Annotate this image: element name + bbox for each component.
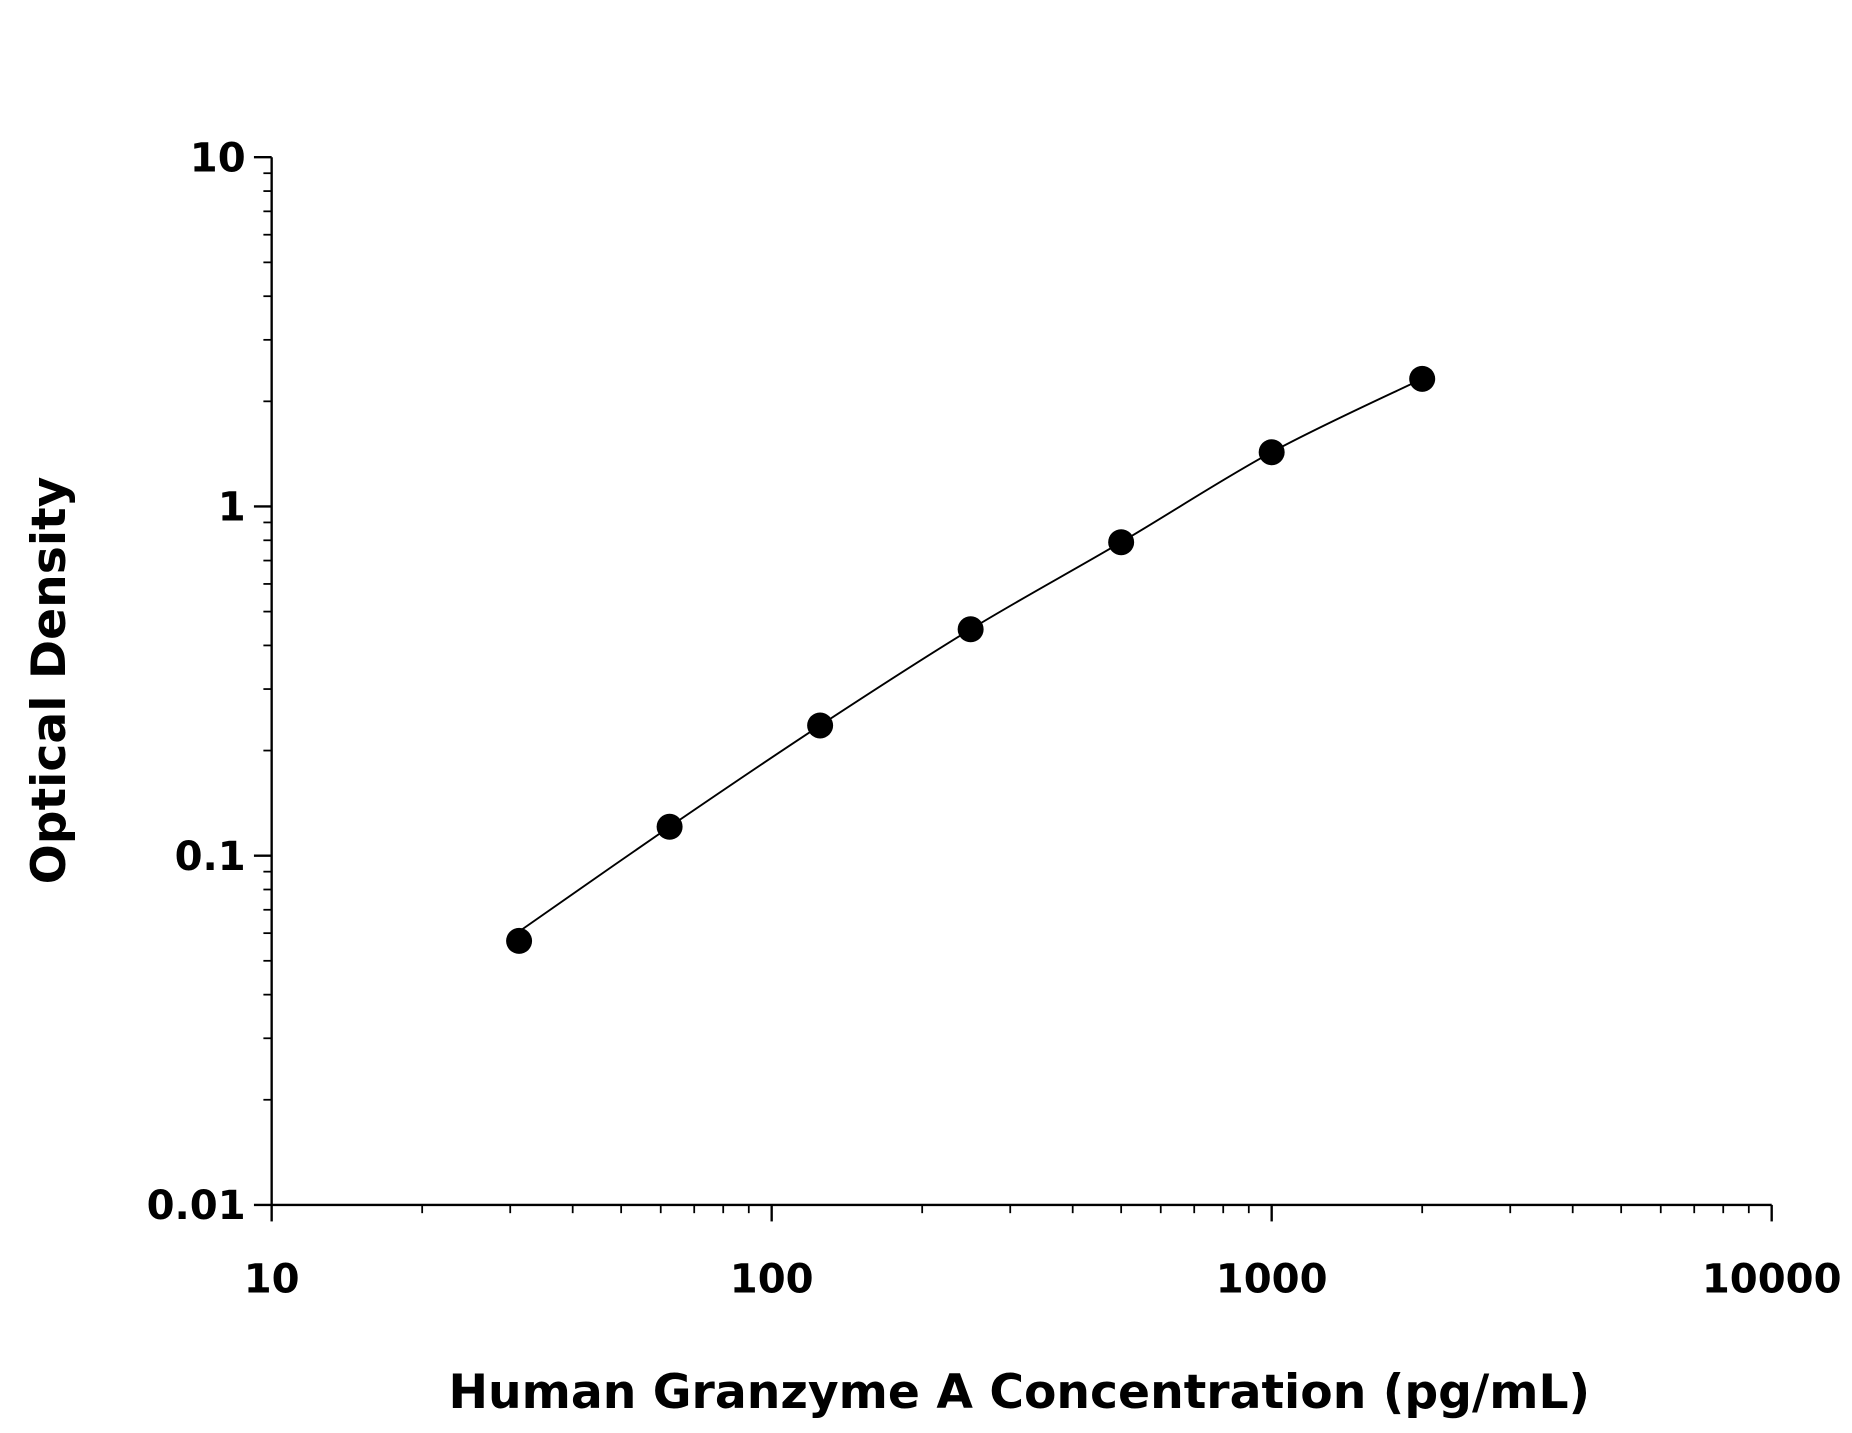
data-point <box>1108 529 1135 556</box>
x-tick-label: 100 <box>730 1256 814 1302</box>
x-tick-label: 1000 <box>1216 1256 1328 1302</box>
data-point <box>957 616 984 643</box>
y-tick-label: 0.01 <box>147 1183 246 1229</box>
y-tick-labels: 0.01 0.1 1 10 <box>147 135 246 1229</box>
data-point <box>656 813 683 840</box>
y-axis-title: Optical Density <box>22 477 77 885</box>
y-tick-label: 0.1 <box>175 834 246 880</box>
x-tick-label: 10000 <box>1702 1256 1842 1302</box>
data-point <box>1258 439 1285 466</box>
axes <box>270 157 1772 1207</box>
data-points <box>506 365 1436 954</box>
y-tick-label: 10 <box>190 135 246 181</box>
data-point <box>506 927 533 954</box>
x-tick-labels: 10 100 1000 10000 <box>244 1256 1842 1302</box>
data-point <box>807 712 834 739</box>
x-axis-title: Human Granzyme A Concentration (pg/mL) <box>448 1365 1590 1420</box>
x-tick-label: 10 <box>244 1256 300 1302</box>
y-tick-label: 1 <box>218 485 246 531</box>
fit-curve <box>518 377 1423 933</box>
ticks <box>253 156 1773 1222</box>
data-point <box>1409 365 1436 392</box>
